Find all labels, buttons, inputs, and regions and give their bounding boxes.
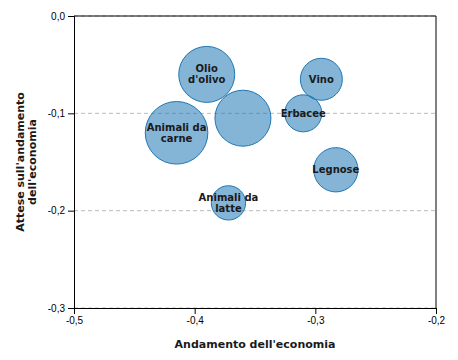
tick-mark <box>68 16 74 17</box>
bubble <box>145 101 208 164</box>
grid <box>74 16 436 308</box>
bubble <box>179 46 235 102</box>
bubble-label: Erbacee <box>281 108 326 119</box>
tick: -0,2 <box>48 205 74 216</box>
tick-mark <box>315 308 316 314</box>
bubbles <box>145 46 358 220</box>
tick-mark <box>68 211 74 212</box>
tick: -0,2 <box>428 308 446 326</box>
frame <box>74 16 436 17</box>
bubble <box>300 58 342 100</box>
tick: -0,3 <box>48 303 74 314</box>
tick: -0,5 <box>66 308 84 326</box>
x-axis: -0,5 -0,4 -0,3 -0,2 <box>66 308 446 326</box>
bubble-label: Vino <box>309 74 334 85</box>
grid-line <box>74 210 436 211</box>
chart: -0,5 -0,4 -0,3 -0,2 0,0 -0,1 -0,2 -0,3 Oliod'oli… <box>0 0 458 360</box>
bubble-label: Animali dalatte <box>199 192 259 214</box>
tick-label: -0,1 <box>48 108 66 119</box>
frame <box>436 16 437 308</box>
tick-label: 0,0 <box>51 11 65 22</box>
y-axis: 0,0 -0,1 -0,2 -0,3 <box>48 11 75 314</box>
tick-label: -0,4 <box>187 315 205 326</box>
y-axis-title: Attese sull'andamentodell'economia <box>14 92 39 232</box>
tick-mark <box>68 113 74 114</box>
bubble-label: Legnose <box>312 164 359 175</box>
tick-label: -0,2 <box>48 205 66 216</box>
plot: -0,5 -0,4 -0,3 -0,2 0,0 -0,1 -0,2 -0,3 Oliod'oli… <box>48 11 446 326</box>
tick-label: -0,2 <box>428 315 446 326</box>
grid-line <box>74 16 436 17</box>
tick: -0,4 <box>187 308 205 326</box>
tick-mark <box>195 308 196 314</box>
bubble-label: Animali dacarne <box>147 122 207 144</box>
tick: -0,3 <box>307 308 325 326</box>
axis-line <box>75 309 437 315</box>
tick: 0,0 <box>51 11 74 22</box>
tick-mark <box>68 308 74 309</box>
bubble <box>215 90 271 146</box>
bubble <box>211 186 245 220</box>
bubble-labels: Oliod'olivo Vino Animali dacarne Erbacee Leg… <box>147 63 360 213</box>
bubble-label: Oliod'olivo <box>188 63 225 85</box>
tick-label: -0,3 <box>307 315 325 326</box>
x-axis-title: Andamento dell'economia <box>175 338 336 351</box>
tick-label: -0,3 <box>48 303 66 314</box>
tick-label: -0,5 <box>66 315 84 326</box>
tick: -0,1 <box>48 108 74 119</box>
axis-line <box>68 17 75 309</box>
tick-mark <box>436 308 437 314</box>
